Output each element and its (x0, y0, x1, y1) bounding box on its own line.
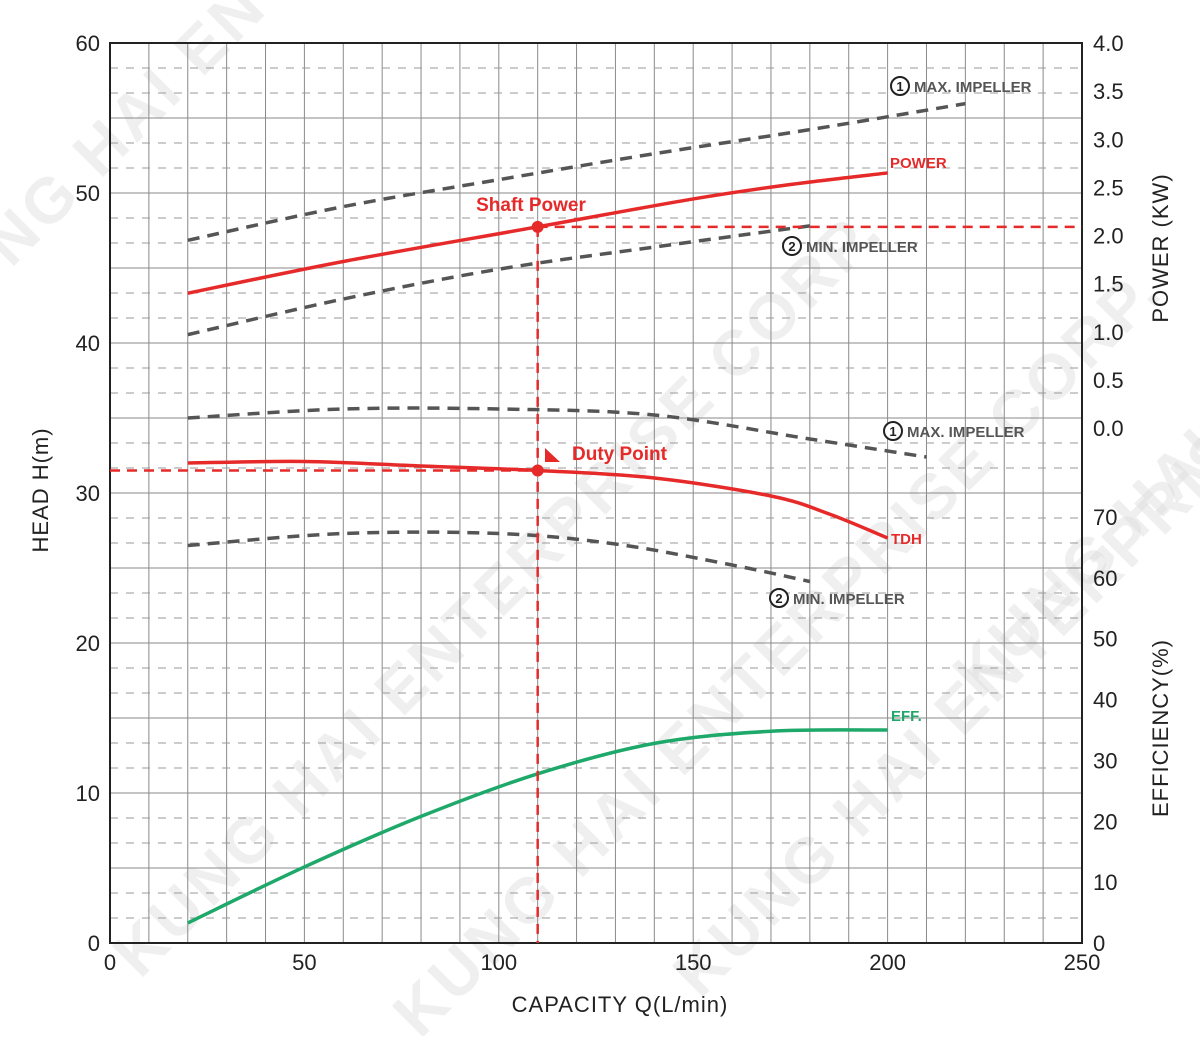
y-power-axis-title: POWER (KW) (1148, 173, 1173, 322)
min-impeller-power-curve (187, 224, 811, 337)
impeller-marker-circle (890, 76, 910, 96)
power-power-curve (187, 171, 888, 295)
label-layer: 1 MAX. IMPELLER POWER 2 MIN. IMPELLER 1 MAX. I… (769, 76, 1032, 725)
impeller-marker-number: 2 (775, 591, 782, 606)
shaft-power-marker (531, 220, 544, 233)
y-efficiency-tick-label: 40 (1093, 688, 1117, 713)
impeller-label-text: MAX. IMPELLER (914, 79, 1032, 96)
impeller-marker-number: 2 (788, 239, 795, 254)
impeller-marker-circle (782, 236, 802, 256)
x-tick-label: 50 (292, 950, 316, 975)
series-layer (187, 101, 966, 925)
axis-layer: 0 50 100 150 200 25001020304050600.00.51.01.5… (28, 31, 1173, 1017)
x-tick-label: 150 (675, 950, 712, 975)
impeller-label-power-1: 1 MAX. IMPELLER (890, 76, 1032, 96)
y-efficiency-tick-label: 70 (1093, 505, 1117, 530)
x-tick-label: 200 (869, 950, 906, 975)
x-tick-label: 0 (104, 950, 116, 975)
y-left-tick-label: 20 (76, 631, 100, 656)
impeller-marker-number: 1 (889, 424, 896, 439)
impeller-label-text: MAX. IMPELLER (907, 424, 1025, 441)
y-efficiency-axis-title: EFFICIENCY(%) (1148, 639, 1173, 817)
impeller-label-head-2: 2 MIN. IMPELLER (769, 588, 905, 608)
x-axis-title: CAPACITY Q(L/min) (512, 992, 729, 1017)
y-left-tick-label: 40 (76, 331, 100, 356)
y-efficiency-tick-label: 30 (1093, 748, 1117, 773)
y-power-tick-label: 4.0 (1093, 31, 1124, 56)
impeller-marker-circle (769, 588, 789, 608)
curve-label-tdh: TDH (891, 531, 922, 548)
y-power-tick-label: 2.0 (1093, 224, 1124, 249)
y-power-tick-label: 0.0 (1093, 416, 1124, 441)
annotation-layer: Shaft Power Duty Point (110, 195, 1082, 943)
y-efficiency-tick-label: 50 (1093, 627, 1117, 652)
y-left-tick-label: 60 (76, 31, 100, 56)
impeller-marker-circle (883, 421, 903, 441)
y-power-tick-label: 1.0 (1093, 320, 1124, 345)
duty-point-label: Duty Point (572, 444, 668, 465)
impeller-label-power-2: 2 MIN. IMPELLER (782, 236, 918, 256)
x-tick-label: 250 (1064, 950, 1101, 975)
y-efficiency-tick-label: 60 (1093, 566, 1117, 591)
y-left-tick-label: 10 (76, 781, 100, 806)
curve-label-power: POWER (890, 155, 947, 172)
impeller-label-text: MIN. IMPELLER (793, 591, 905, 608)
y-efficiency-tick-label: 20 (1093, 809, 1117, 834)
eff-curve (187, 728, 888, 925)
y-power-tick-label: 1.5 (1093, 272, 1124, 297)
duty-point-marker (531, 464, 544, 477)
min-impeller-head-curve (187, 530, 811, 584)
max-impeller-power-curve (187, 101, 966, 243)
y-left-tick-label: 50 (76, 181, 100, 206)
y-power-tick-label: 3.5 (1093, 79, 1124, 104)
y-power-tick-label: 0.5 (1093, 368, 1124, 393)
impeller-label-text: MIN. IMPELLER (806, 239, 918, 256)
duty-point-arrow-icon (545, 448, 560, 462)
impeller-marker-number: 1 (896, 79, 903, 94)
y-power-tick-label: 2.5 (1093, 175, 1124, 200)
plot-frame (109, 42, 1083, 944)
y-left-axis-title: HEAD H(m) (28, 427, 53, 552)
y-power-tick-label: 3.0 (1093, 127, 1124, 152)
impeller-label-head-1: 1 MAX. IMPELLER (883, 421, 1025, 441)
y-left-tick-label: 30 (76, 481, 100, 506)
curve-label-eff: EFF. (891, 708, 922, 725)
y-efficiency-tick-label: 0 (1093, 931, 1105, 956)
y-left-tick-label: 0 (88, 931, 100, 956)
shaft-power-label: Shaft Power (476, 195, 586, 216)
grid-layer (110, 43, 1082, 943)
tdh-head-curve (187, 459, 889, 540)
x-tick-label: 100 (480, 950, 517, 975)
y-efficiency-tick-label: 10 (1093, 870, 1117, 895)
max-impeller-head-curve (187, 406, 927, 459)
